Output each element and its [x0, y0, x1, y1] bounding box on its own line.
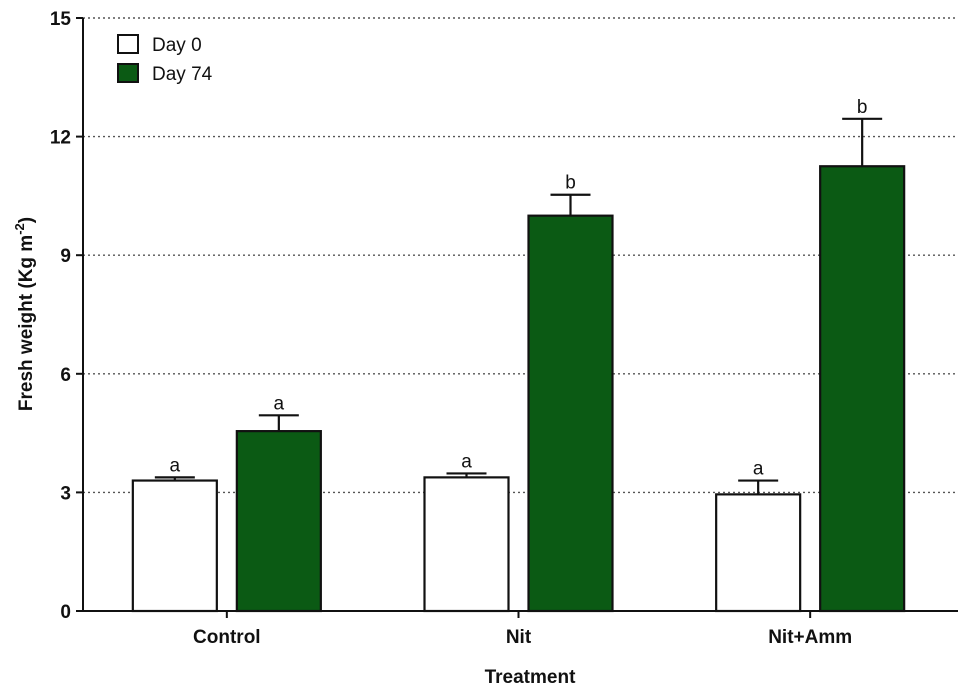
legend-swatch [117, 34, 139, 54]
y-tick-label: 12 [50, 128, 71, 149]
significance-label: a [753, 459, 764, 480]
bar-day74 [819, 165, 906, 613]
bar-day74 [235, 430, 322, 613]
significance-label: a [170, 455, 181, 476]
bar-day0 [715, 493, 802, 613]
x-tick-labels: Control Nit Nit+Amm [193, 611, 852, 648]
legend-label: Day 0 [152, 35, 202, 56]
x-tick-label: Control [193, 627, 261, 648]
x-axis-title: Treatment [485, 667, 576, 688]
legend-swatch [117, 63, 139, 83]
y-tick-labels: 0 3 6 9 12 15 [50, 9, 83, 623]
significance-label: a [274, 393, 285, 414]
y-tick-label: 6 [60, 365, 71, 386]
axes [82, 18, 958, 612]
bars: a a a b a b [131, 97, 906, 613]
significance-label: b [565, 173, 576, 194]
bar-day0 [131, 479, 218, 613]
x-tick-label: Nit+Amm [768, 627, 852, 648]
significance-label: a [461, 451, 472, 472]
bar-day0 [423, 476, 510, 613]
y-tick-label: 15 [50, 9, 72, 30]
y-tick-label: 0 [60, 602, 71, 623]
bar-day74 [527, 214, 614, 613]
y-tick-label: 9 [60, 246, 71, 267]
x-tick-label: Nit [506, 627, 532, 648]
y-axis-title-end: ) [16, 217, 37, 223]
legend-label: Day 74 [152, 64, 213, 85]
grid-lines [83, 17, 958, 494]
y-axis-title-superscript: -2 [12, 223, 27, 235]
significance-label: b [857, 97, 868, 118]
y-tick-label: 3 [60, 483, 71, 504]
legend: Day 0 Day 74 [117, 34, 213, 85]
y-axis-title-main: Fresh weight (Kg m [16, 235, 37, 411]
y-axis-title: Fresh weight (Kg m-2) [12, 217, 37, 411]
